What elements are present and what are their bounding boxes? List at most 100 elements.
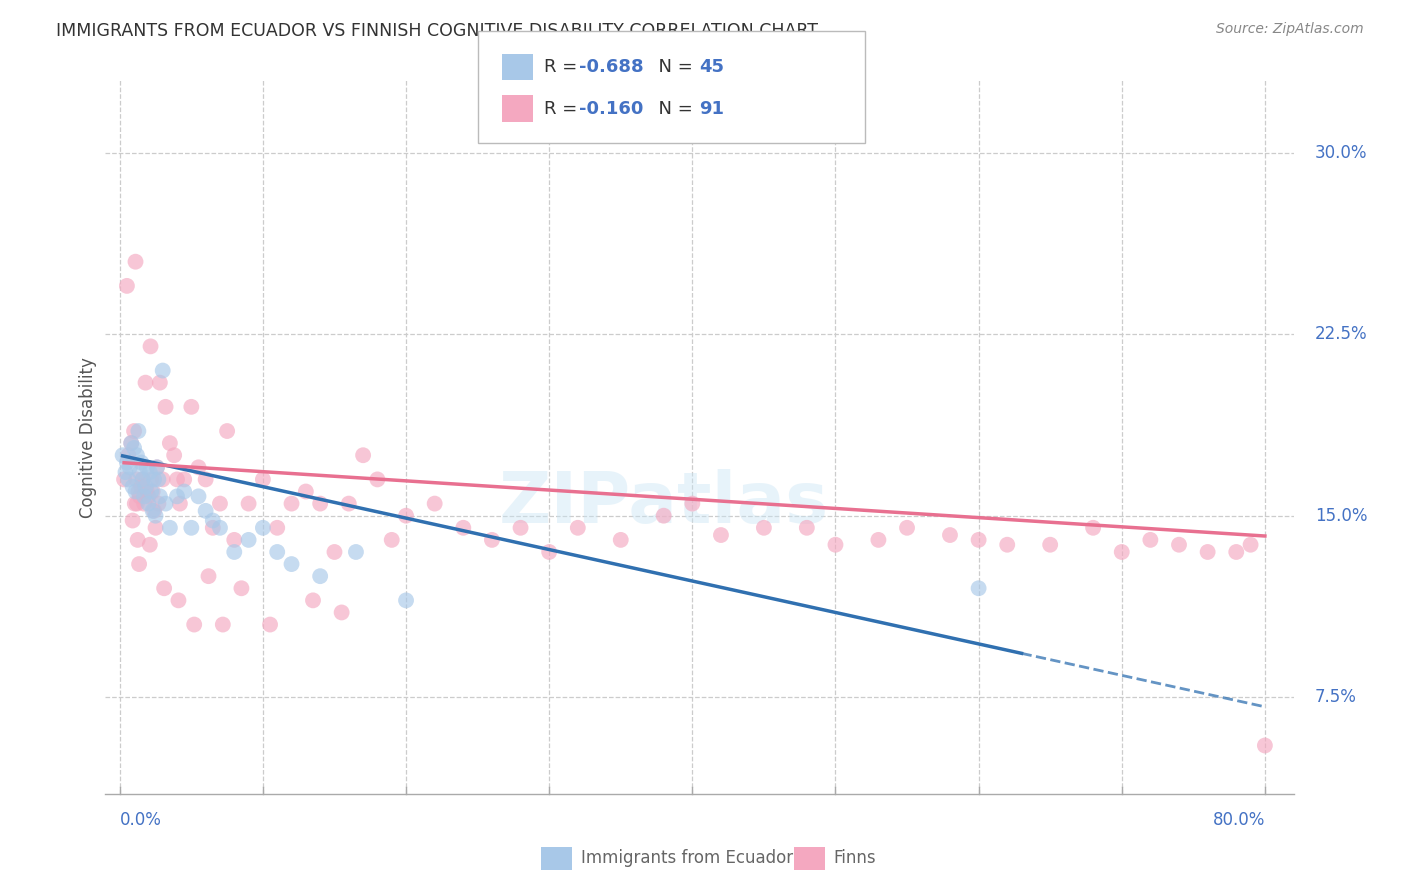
Point	[423, 497, 446, 511]
Point	[121, 480, 143, 494]
Point	[131, 472, 153, 486]
Point	[295, 484, 318, 499]
Point	[115, 279, 138, 293]
Point	[252, 472, 274, 486]
Text: Immigrants from Ecuador: Immigrants from Ecuador	[581, 849, 793, 867]
Point	[166, 489, 188, 503]
Point	[610, 533, 633, 547]
Text: -0.688: -0.688	[579, 58, 644, 76]
Point	[129, 480, 152, 494]
Point	[149, 489, 172, 503]
Text: Finns: Finns	[834, 849, 876, 867]
Point	[395, 508, 418, 523]
Point	[366, 472, 388, 486]
Point	[129, 455, 152, 469]
Text: -0.160: -0.160	[579, 100, 644, 118]
Point	[481, 533, 503, 547]
Point	[146, 460, 169, 475]
Point	[163, 448, 186, 462]
Point	[266, 521, 288, 535]
Point	[152, 363, 174, 377]
Text: ZIPatlas: ZIPatlas	[499, 469, 828, 538]
Point	[197, 569, 219, 583]
Point	[135, 480, 157, 494]
Point	[111, 448, 134, 462]
Point	[127, 484, 149, 499]
Point	[155, 497, 177, 511]
Text: N =: N =	[647, 58, 699, 76]
Point	[180, 521, 202, 535]
Point	[114, 465, 136, 479]
Point	[149, 376, 172, 390]
Point	[453, 521, 475, 535]
Text: N =: N =	[647, 100, 699, 118]
Point	[201, 514, 224, 528]
Point	[395, 593, 418, 607]
Point	[194, 472, 217, 486]
Point	[309, 497, 332, 511]
Point	[381, 533, 404, 547]
Point	[1197, 545, 1219, 559]
Point	[121, 514, 143, 528]
Point	[344, 545, 367, 559]
Text: Source: ZipAtlas.com: Source: ZipAtlas.com	[1216, 22, 1364, 37]
Point	[138, 497, 160, 511]
Point	[567, 521, 589, 535]
Point	[139, 465, 162, 479]
Point	[132, 497, 155, 511]
Text: 91: 91	[699, 100, 724, 118]
Text: R =: R =	[544, 58, 583, 76]
Point	[224, 545, 246, 559]
Point	[141, 472, 163, 486]
Point	[142, 504, 165, 518]
Point	[896, 521, 918, 535]
Point	[231, 581, 253, 595]
Point	[143, 504, 166, 518]
Point	[146, 460, 169, 475]
Point	[252, 521, 274, 535]
Point	[173, 472, 195, 486]
Point	[208, 497, 231, 511]
Text: 22.5%: 22.5%	[1315, 326, 1368, 343]
Point	[330, 606, 353, 620]
Point	[967, 533, 990, 547]
Point	[135, 376, 157, 390]
Point	[153, 581, 176, 595]
Point	[120, 436, 142, 450]
Text: 0.0%: 0.0%	[120, 811, 162, 829]
Point	[120, 436, 142, 450]
Point	[136, 484, 159, 499]
Point	[995, 538, 1018, 552]
Point	[1111, 545, 1133, 559]
Point	[122, 424, 145, 438]
Point	[139, 538, 162, 552]
Point	[125, 497, 148, 511]
Point	[128, 465, 150, 479]
Point	[142, 484, 165, 499]
Point	[167, 593, 190, 607]
Point	[148, 472, 170, 486]
Point	[1139, 533, 1161, 547]
Point	[159, 521, 181, 535]
Point	[224, 533, 246, 547]
Point	[132, 489, 155, 503]
Point	[208, 521, 231, 535]
Point	[145, 521, 167, 535]
Point	[118, 460, 141, 475]
Point	[211, 617, 233, 632]
Point	[148, 497, 170, 511]
Point	[323, 545, 346, 559]
Point	[169, 497, 191, 511]
Point	[509, 521, 531, 535]
Point	[217, 424, 239, 438]
Point	[194, 504, 217, 518]
Point	[238, 533, 260, 547]
Point	[139, 339, 162, 353]
Text: 30.0%: 30.0%	[1315, 144, 1368, 161]
Point	[309, 569, 332, 583]
Point	[796, 521, 818, 535]
Point	[352, 448, 374, 462]
Point	[1081, 521, 1104, 535]
Point	[266, 545, 288, 559]
Point	[143, 472, 166, 486]
